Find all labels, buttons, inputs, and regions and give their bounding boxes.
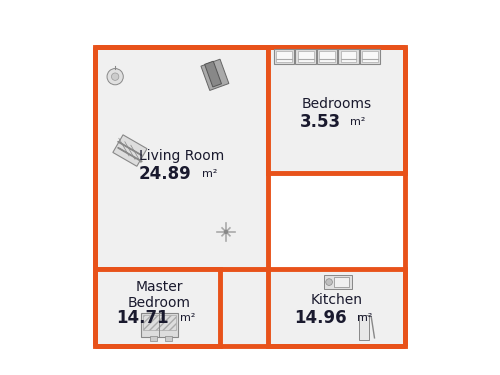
Bar xyxy=(165,336,172,341)
Text: 14.96: 14.96 xyxy=(294,309,346,327)
Bar xyxy=(276,51,292,62)
Bar xyxy=(268,47,405,173)
Bar xyxy=(150,336,157,341)
Bar xyxy=(143,315,176,330)
Bar xyxy=(334,277,349,287)
Bar xyxy=(95,47,268,269)
Text: m²: m² xyxy=(350,117,366,127)
Polygon shape xyxy=(204,61,222,87)
Text: 3.53: 3.53 xyxy=(300,113,341,131)
Bar xyxy=(324,275,351,289)
Text: 24.89: 24.89 xyxy=(138,165,192,183)
Text: m²: m² xyxy=(357,313,372,323)
Bar xyxy=(360,49,380,64)
Bar xyxy=(340,51,356,62)
Text: m²: m² xyxy=(180,313,195,323)
Bar xyxy=(296,49,316,64)
Circle shape xyxy=(107,69,124,85)
Polygon shape xyxy=(118,141,142,156)
Bar xyxy=(141,313,178,337)
Bar xyxy=(317,49,337,64)
Bar xyxy=(362,51,378,62)
Bar xyxy=(298,51,314,62)
Text: Living Room: Living Room xyxy=(139,149,224,163)
Circle shape xyxy=(224,230,228,233)
Text: 14.71: 14.71 xyxy=(116,309,169,327)
Bar xyxy=(338,49,358,64)
Polygon shape xyxy=(201,59,229,90)
Circle shape xyxy=(326,279,332,285)
Bar xyxy=(268,269,405,346)
Circle shape xyxy=(112,73,119,80)
Text: Bedrooms: Bedrooms xyxy=(302,98,372,111)
Text: m²: m² xyxy=(202,169,218,179)
Text: Kitchen: Kitchen xyxy=(311,293,363,307)
Bar xyxy=(274,49,294,64)
Bar xyxy=(319,51,335,62)
Bar xyxy=(95,269,220,346)
Bar xyxy=(359,315,370,340)
Polygon shape xyxy=(118,147,142,162)
Bar xyxy=(220,173,268,346)
Text: Master
Bedroom: Master Bedroom xyxy=(128,279,191,310)
Polygon shape xyxy=(113,135,147,166)
